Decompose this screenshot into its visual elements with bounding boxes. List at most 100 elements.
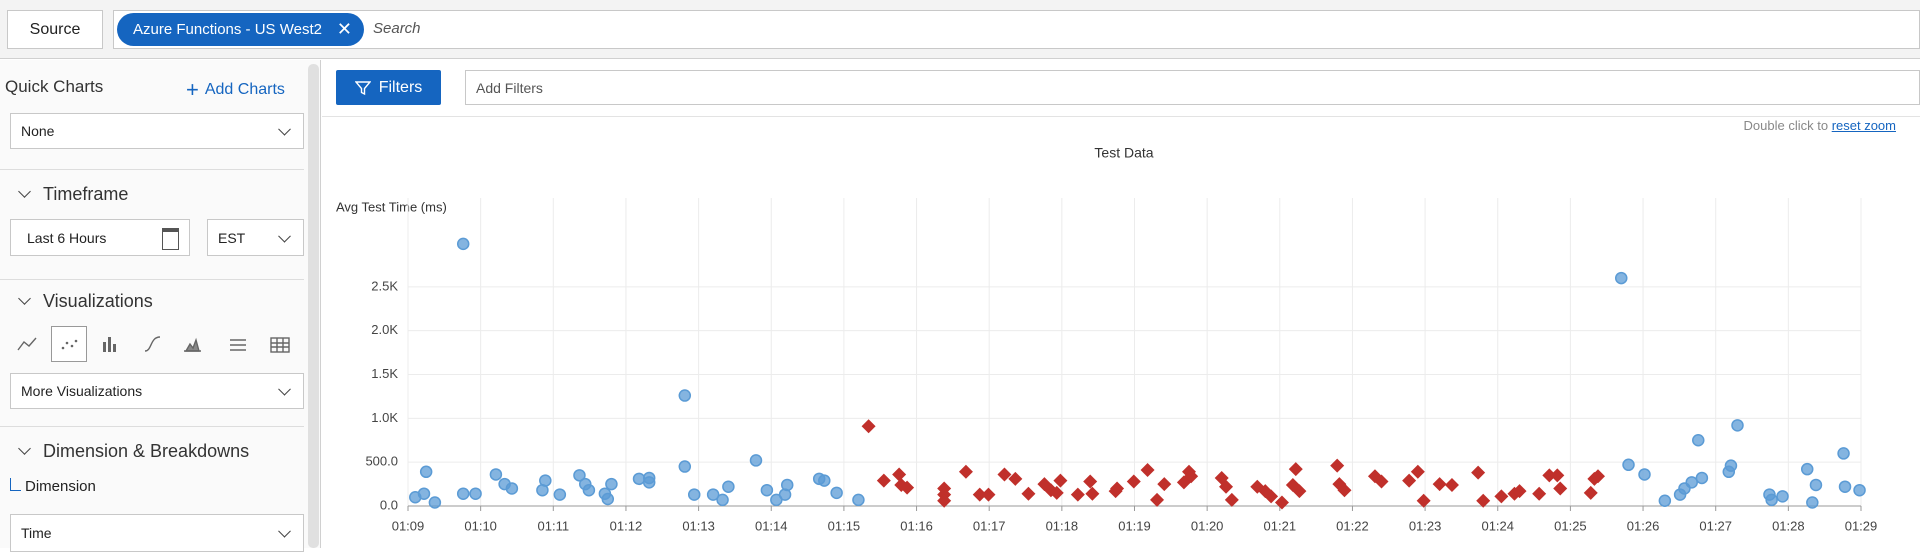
scatter-point bbox=[456, 487, 470, 500]
search-box[interactable] bbox=[113, 10, 1920, 49]
scatter-point bbox=[706, 488, 720, 501]
scatter-point bbox=[1695, 471, 1709, 485]
scatter-point bbox=[1550, 468, 1565, 483]
scatter-point bbox=[1444, 477, 1459, 492]
zoom-hint-text: Double click to bbox=[1743, 118, 1829, 133]
scatter-point bbox=[1809, 478, 1823, 492]
dimension-text: Dimension bbox=[25, 478, 96, 495]
scatter-point bbox=[1512, 484, 1527, 499]
x-tick-label: 01:29 bbox=[1845, 518, 1878, 533]
y-tick-label: 0.0 bbox=[380, 497, 398, 512]
x-tick-label: 01:11 bbox=[538, 518, 570, 533]
y-tick-label: 2.5K bbox=[371, 278, 398, 293]
scatter-point bbox=[1615, 271, 1628, 285]
scatter-point bbox=[1806, 496, 1819, 509]
scatter-point bbox=[1126, 474, 1141, 489]
divider bbox=[0, 279, 304, 280]
visualizations-header[interactable]: Visualizations bbox=[18, 291, 153, 312]
scatter-point bbox=[539, 474, 552, 487]
scatter-point bbox=[642, 476, 656, 489]
add-charts[interactable]: + Add Charts bbox=[186, 77, 285, 102]
add-filters-box[interactable]: Add Filters bbox=[465, 70, 1920, 105]
scatter-point bbox=[687, 488, 701, 501]
x-tick-label: 01:24 bbox=[1481, 518, 1514, 533]
filters-text: Filters bbox=[378, 78, 423, 96]
scatter-point bbox=[818, 474, 831, 487]
source-tag[interactable]: Azure Functions - US West2 ✕ bbox=[117, 13, 364, 46]
scatter-point bbox=[972, 487, 987, 502]
x-tick-label: 01:23 bbox=[1409, 518, 1442, 533]
scatter-point bbox=[1150, 492, 1165, 507]
scatter-point bbox=[1432, 477, 1447, 492]
x-tick-label: 01:27 bbox=[1699, 518, 1732, 533]
x-tick-label: 01:12 bbox=[610, 518, 643, 533]
scatter-point bbox=[997, 467, 1012, 482]
scatter-point bbox=[981, 487, 996, 502]
more-viz-select[interactable]: More Visualizations bbox=[10, 373, 304, 409]
quick-charts-label: Quick Charts bbox=[5, 77, 104, 96]
y-tick-label: 1.0K bbox=[371, 410, 398, 425]
scrollbar[interactable] bbox=[308, 64, 319, 548]
scatter-point bbox=[1021, 486, 1036, 501]
scatter-point bbox=[1083, 474, 1098, 489]
scatter-point bbox=[678, 389, 692, 402]
scatter-point bbox=[900, 480, 915, 495]
scatter-point bbox=[749, 454, 763, 467]
search-placeholder: Search bbox=[373, 20, 421, 37]
scatter-point bbox=[1476, 493, 1491, 508]
x-tick-label: 01:20 bbox=[1191, 518, 1224, 533]
x-tick-label: 01:26 bbox=[1627, 518, 1660, 533]
scatter-point bbox=[716, 493, 729, 507]
timeframe-text: Timeframe bbox=[43, 184, 129, 204]
filter-icon bbox=[354, 80, 371, 95]
scatter-point bbox=[489, 468, 503, 481]
scatter-point bbox=[428, 496, 442, 509]
scatter-point bbox=[780, 478, 794, 492]
scatter-point bbox=[605, 477, 618, 491]
selected-viz bbox=[51, 326, 87, 362]
scatter-point bbox=[830, 486, 843, 500]
timeframe-select[interactable]: Last 6 Hours bbox=[10, 219, 190, 256]
source-button[interactable]: Source bbox=[7, 10, 103, 49]
scatter-point bbox=[582, 483, 596, 497]
x-tick-label: 01:13 bbox=[682, 518, 715, 533]
scatter-point bbox=[1053, 473, 1068, 488]
scatter-point bbox=[1037, 477, 1052, 492]
x-tick-label: 01:28 bbox=[1772, 518, 1805, 533]
add-charts-text: Add Charts bbox=[204, 81, 285, 98]
scatter-point bbox=[1049, 485, 1064, 500]
filters-button[interactable]: Filters bbox=[336, 70, 441, 105]
zoom-hint: Double click to reset zoom bbox=[1744, 118, 1896, 133]
reset-zoom-link[interactable]: reset zoom bbox=[1831, 118, 1896, 133]
scatter-point bbox=[1765, 493, 1778, 507]
scatter-point bbox=[1402, 473, 1417, 488]
x-tick-label: 01:22 bbox=[1336, 518, 1369, 533]
scatter-point bbox=[937, 493, 952, 508]
chart: Test Data Avg Test Time (ms) 0.0 500.0 1.0… bbox=[336, 145, 1878, 534]
scatter-point bbox=[1724, 459, 1738, 472]
timezone-select[interactable]: EST bbox=[207, 219, 304, 256]
divider bbox=[0, 169, 304, 170]
timeframe-value: Last 6 Hours bbox=[27, 229, 107, 246]
x-tick-label: 01:15 bbox=[828, 518, 861, 533]
timeframe-header[interactable]: Timeframe bbox=[18, 184, 128, 205]
x-tick-label: 01:25 bbox=[1554, 518, 1587, 533]
scatter-point bbox=[1591, 469, 1606, 484]
dimension-header[interactable]: Dimension & Breakdowns bbox=[18, 441, 249, 462]
scatter-point bbox=[1731, 419, 1744, 432]
scatter-point bbox=[1250, 479, 1265, 494]
quick-select[interactable]: None bbox=[10, 113, 304, 149]
scatter-point bbox=[573, 469, 586, 482]
scatter-point bbox=[876, 473, 891, 488]
scatter-point bbox=[1494, 489, 1509, 504]
tag-remove[interactable]: ✕ bbox=[336, 19, 352, 39]
viz-icons[interactable] bbox=[0, 326, 300, 362]
x-tick-label: 01:09 bbox=[392, 518, 425, 533]
x-tick-label: 01:18 bbox=[1046, 518, 1079, 533]
scatter-point bbox=[417, 487, 431, 500]
scatter-point bbox=[1184, 469, 1199, 484]
toolbar-divider bbox=[322, 116, 1920, 117]
dimension-select[interactable]: Time bbox=[10, 514, 304, 552]
scatter-point bbox=[456, 237, 470, 251]
scatter-point bbox=[892, 467, 907, 482]
